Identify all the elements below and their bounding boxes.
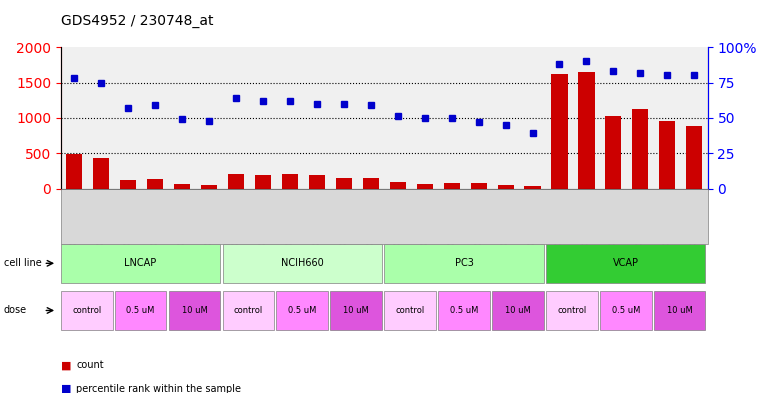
- Text: NCIH660: NCIH660: [281, 258, 323, 268]
- Text: dose: dose: [4, 305, 27, 316]
- Bar: [66, 154, 82, 189]
- Text: control: control: [557, 306, 587, 315]
- Bar: [552, 74, 568, 189]
- Text: control: control: [234, 306, 263, 315]
- Text: 10 uM: 10 uM: [182, 306, 208, 315]
- Text: 0.5 uM: 0.5 uM: [612, 306, 640, 315]
- Text: VCAP: VCAP: [613, 258, 638, 268]
- Bar: [390, 182, 406, 189]
- Text: cell line: cell line: [4, 258, 42, 268]
- Bar: [174, 184, 190, 189]
- Bar: [659, 121, 676, 189]
- Text: 10 uM: 10 uM: [667, 306, 693, 315]
- Text: 0.5 uM: 0.5 uM: [288, 306, 317, 315]
- Text: PC3: PC3: [454, 258, 473, 268]
- Bar: [444, 183, 460, 189]
- Text: control: control: [72, 306, 101, 315]
- Bar: [120, 180, 136, 189]
- Bar: [309, 175, 325, 189]
- Text: ■: ■: [61, 360, 72, 371]
- Text: count: count: [76, 360, 103, 371]
- Bar: [93, 158, 110, 189]
- Bar: [686, 127, 702, 189]
- Bar: [228, 174, 244, 189]
- Text: 10 uM: 10 uM: [343, 306, 369, 315]
- Bar: [632, 109, 648, 189]
- Text: 10 uM: 10 uM: [505, 306, 531, 315]
- Bar: [363, 178, 379, 189]
- Text: GDS4952 / 230748_at: GDS4952 / 230748_at: [61, 13, 213, 28]
- Bar: [470, 183, 487, 189]
- Bar: [498, 185, 514, 189]
- Text: ■: ■: [61, 384, 72, 393]
- Bar: [201, 185, 217, 189]
- Bar: [147, 180, 164, 189]
- Text: 0.5 uM: 0.5 uM: [450, 306, 478, 315]
- Bar: [282, 174, 298, 189]
- Text: LNCAP: LNCAP: [125, 258, 157, 268]
- Text: 0.5 uM: 0.5 uM: [126, 306, 154, 315]
- Text: control: control: [396, 306, 425, 315]
- Bar: [255, 175, 271, 189]
- Text: percentile rank within the sample: percentile rank within the sample: [76, 384, 241, 393]
- Bar: [605, 116, 622, 189]
- Bar: [578, 72, 594, 189]
- Bar: [524, 186, 540, 189]
- Bar: [336, 178, 352, 189]
- Bar: [417, 184, 433, 189]
